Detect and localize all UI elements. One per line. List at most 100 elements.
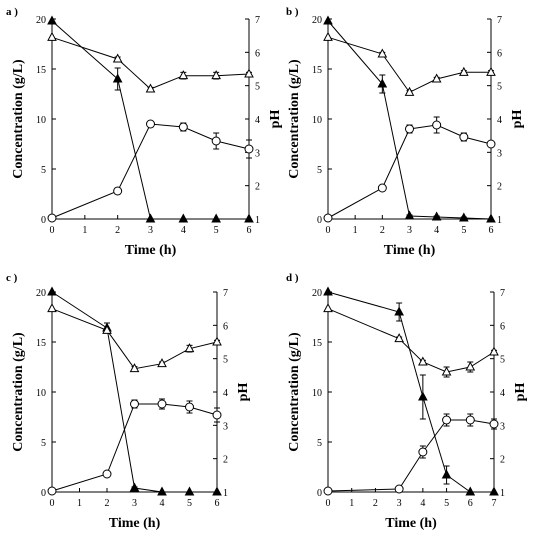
- data-point-open-triangle: [404, 86, 415, 96]
- data-point-filled-triangle: [323, 286, 333, 296]
- data-point-filled-triangle: [244, 213, 254, 223]
- data-point-open-triangle: [212, 336, 222, 346]
- data-point-open-circle: [486, 139, 496, 149]
- x-tick-label: 0: [50, 225, 55, 236]
- data-point-open-circle: [146, 119, 155, 129]
- right-y-axis-title: pH: [268, 110, 283, 129]
- x-axis-title: Time (h): [384, 243, 436, 258]
- left-y-tick-label: 10: [36, 388, 46, 399]
- right-y-tick-label: 5: [500, 355, 505, 366]
- data-point-open-triangle: [178, 70, 189, 80]
- x-tick-label: 6: [215, 498, 220, 509]
- right-y-tick-label: 4: [255, 115, 260, 126]
- series-line: [51, 36, 250, 90]
- series-filled-triangle: [323, 286, 499, 496]
- data-point-open-circle: [113, 186, 123, 196]
- left-y-tick-label: 5: [41, 165, 46, 176]
- data-point-open-triangle: [459, 66, 469, 76]
- data-point-open-triangle: [441, 366, 452, 376]
- x-tick-label: 4: [420, 498, 425, 509]
- series-line: [51, 20, 249, 220]
- data-point-filled-triangle: [394, 306, 404, 316]
- x-tick-label: 2: [373, 498, 378, 509]
- data-point-open-triangle: [47, 303, 57, 313]
- chart-panel-4: 0 1 2 3 4 5 6 7 0 5 10 15 20 1 2 3 4 5 6 7 Time (h) Concentra…: [286, 272, 528, 531]
- left-y-axis-title: Concentration (g/L): [11, 59, 26, 179]
- data-point-open-triangle: [129, 363, 140, 373]
- x-tick-label: 6: [468, 498, 473, 509]
- data-point-filled-triangle: [486, 213, 496, 223]
- right-y-tick-label: 1: [500, 488, 505, 499]
- left-y-tick-label: 5: [41, 438, 46, 449]
- data-point-open-circle: [130, 399, 139, 409]
- x-tick-label: 6: [247, 225, 252, 236]
- data-point-open-triangle: [323, 31, 333, 41]
- data-point-open-triangle: [431, 73, 442, 83]
- panel-label: d ): [286, 272, 299, 284]
- data-point-filled-triangle: [47, 286, 57, 296]
- data-point-open-triangle: [112, 53, 123, 63]
- right-y-tick-label: 5: [223, 355, 228, 366]
- data-point-open-circle: [185, 402, 194, 412]
- x-axis-title: Time (h): [125, 243, 177, 258]
- x-tick-label: 1: [353, 225, 358, 236]
- right-y-axis-title: pH: [513, 383, 528, 402]
- data-point-open-circle: [178, 122, 188, 132]
- series-line: [327, 308, 495, 373]
- right-y-tick-label: 6: [223, 321, 228, 332]
- left-y-tick-label: 15: [312, 338, 322, 349]
- data-point-open-triangle: [418, 356, 428, 366]
- left-y-tick-label: 20: [36, 288, 46, 299]
- data-point-open-circle: [432, 120, 442, 130]
- series-open-circle: [323, 413, 499, 496]
- data-point-open-triangle: [47, 31, 57, 41]
- right-y-tick-label: 4: [500, 388, 505, 399]
- panel-label: c ): [6, 272, 18, 284]
- data-point-filled-triangle: [47, 15, 57, 25]
- right-y-tick-label: 3: [255, 148, 260, 159]
- x-tick-label: 7: [492, 498, 497, 509]
- x-tick-label: 5: [214, 225, 219, 236]
- right-y-tick-label: 7: [255, 15, 260, 26]
- data-point-filled-triangle: [145, 213, 156, 223]
- data-point-filled-triangle: [129, 482, 140, 492]
- panel-label: a ): [6, 6, 18, 18]
- series-open-circle: [47, 398, 222, 496]
- x-tick-label: 2: [115, 225, 120, 236]
- series-open-circle: [47, 119, 254, 223]
- left-y-tick-label: 5: [317, 165, 322, 176]
- x-tick-label: 2: [105, 498, 110, 509]
- left-y-axis-title: Concentration (g/L): [11, 332, 26, 452]
- x-tick-label: 5: [187, 498, 192, 509]
- series-line: [327, 36, 491, 93]
- left-y-tick-label: 0: [41, 488, 46, 499]
- right-y-tick-label: 3: [223, 421, 228, 432]
- data-point-open-circle: [323, 213, 333, 223]
- data-point-open-triangle: [323, 303, 333, 313]
- series-open-triangle: [47, 303, 222, 373]
- series-line: [327, 124, 492, 219]
- x-axis-title: Time (h): [385, 516, 437, 531]
- data-point-open-circle: [442, 415, 452, 425]
- data-point-filled-triangle: [377, 78, 388, 88]
- left-y-tick-label: 0: [317, 215, 322, 226]
- left-y-tick-label: 20: [312, 288, 322, 299]
- chart-panel-1: 0 1 2 3 4 5 6 0 5 10 15 20 1 2 3 4 5 6 7 Time (h) Concentrat…: [6, 6, 283, 258]
- data-point-filled-triangle: [441, 469, 452, 479]
- data-point-open-circle: [244, 144, 254, 154]
- x-tick-label: 5: [444, 498, 449, 509]
- right-y-tick-label: 6: [255, 48, 260, 59]
- left-y-axis-title: Concentration (g/L): [287, 332, 302, 452]
- data-point-open-circle: [47, 213, 57, 223]
- data-point-filled-triangle: [459, 212, 469, 222]
- chart-panel-2: 0 1 2 3 4 5 6 0 5 10 15 20 1 2 3 4 5 6 7 Time (h) Concentrat…: [286, 6, 525, 258]
- data-point-filled-triangle: [404, 210, 415, 220]
- left-y-tick-label: 10: [36, 115, 46, 126]
- right-y-tick-label: 5: [255, 82, 260, 93]
- right-y-tick-label: 4: [497, 115, 502, 126]
- left-y-tick-label: 5: [317, 438, 322, 449]
- data-point-open-circle: [102, 469, 112, 479]
- data-point-open-triangle: [211, 70, 222, 80]
- data-point-open-triangle: [102, 324, 112, 334]
